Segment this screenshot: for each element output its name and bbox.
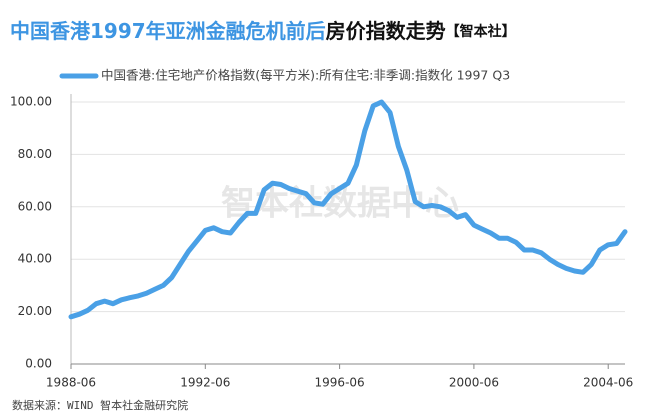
source-note: 数据来源：WIND 智本社金融研究院 xyxy=(12,398,188,412)
x-tick-label: 1996-06 xyxy=(315,376,365,390)
y-tick-label: 100.00 xyxy=(10,95,52,109)
x-tick-label: 1988-06 xyxy=(46,376,96,390)
chart-title: 中国香港1997年亚洲金融危机前后房价指数走势【智本社】 xyxy=(10,19,516,43)
x-tick-label: 2000-06 xyxy=(449,376,499,390)
title-tag: 【智本社】 xyxy=(446,23,516,40)
y-tick-label: 60.00 xyxy=(18,199,52,213)
title-rest: 房价指数走势 xyxy=(326,19,446,43)
y-tick-label: 0.00 xyxy=(25,357,52,371)
x-tick-label: 1992-06 xyxy=(180,376,230,390)
y-tick-label: 40.00 xyxy=(18,252,52,266)
legend-label: 中国香港:住宅地产价格指数(每平方米):所有住宅:非季调:指数化 1997 Q3 xyxy=(101,68,510,83)
x-tick-label: 2004-06 xyxy=(583,376,633,390)
y-tick-label: 80.00 xyxy=(18,147,52,161)
y-tick-label: 20.00 xyxy=(18,304,52,318)
title-highlight: 中国香港1997年亚洲金融危机前后 xyxy=(10,19,326,43)
data-line xyxy=(68,99,628,320)
